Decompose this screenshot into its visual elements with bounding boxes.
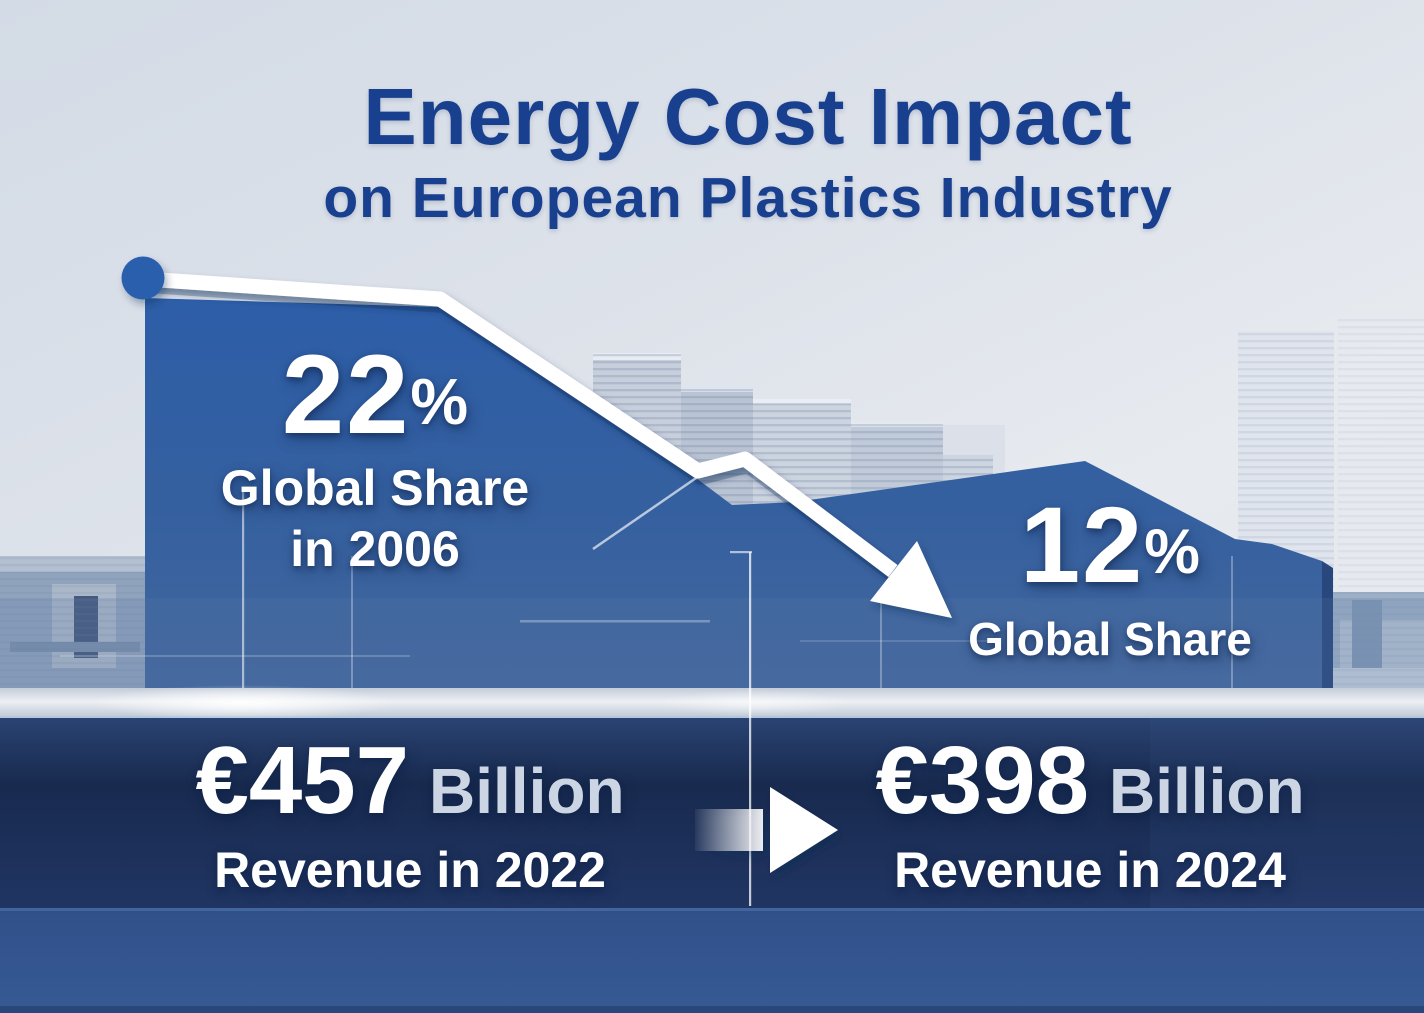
right-low-buildings bbox=[1326, 592, 1424, 688]
trend-start-dot-icon bbox=[121, 256, 165, 300]
declining-trend-arrow-icon bbox=[121, 256, 952, 618]
share-2006-number: 22 bbox=[281, 332, 411, 457]
revenue-2024-caption: Revenue in 2024 bbox=[894, 842, 1286, 898]
share-2006-value: 22% bbox=[200, 339, 550, 451]
page-subtitle: on European Plastics Industry bbox=[323, 166, 1173, 230]
revenue-2024-callout: €398 Billion Revenue in 2024 bbox=[830, 733, 1350, 899]
percent-sign: % bbox=[1144, 517, 1200, 588]
revenue-2024-amount: €398 bbox=[875, 727, 1090, 834]
mid-overlay-band bbox=[0, 598, 1424, 688]
revenue-2022-amount-line: €457 Billion bbox=[150, 733, 670, 829]
share-current-number: 12 bbox=[1020, 484, 1145, 605]
share-2006-label-line1: Global Share bbox=[220, 460, 530, 517]
revenue-2022-caption: Revenue in 2022 bbox=[214, 842, 606, 898]
right-arrow-icon bbox=[695, 787, 838, 873]
share-2006-callout: 22% Global Share in 2006 bbox=[200, 339, 550, 580]
market-share-area bbox=[145, 298, 1333, 688]
light-divider-band bbox=[0, 685, 1424, 721]
revenue-2024-amount-line: €398 Billion bbox=[830, 733, 1350, 829]
revenue-2024-unit: Billion bbox=[1109, 755, 1305, 827]
revenue-2022-amount: €457 bbox=[195, 727, 410, 834]
share-current-value: 12% bbox=[930, 491, 1290, 599]
share-2006-label-line2: in 2006 bbox=[290, 521, 460, 578]
revenue-2022-callout: €457 Billion Revenue in 2022 bbox=[150, 733, 670, 899]
decorative-hairlines bbox=[242, 488, 1233, 906]
share-current-callout: 12% Global Share bbox=[930, 491, 1290, 667]
footer-band bbox=[0, 908, 1424, 1013]
revenue-2022-unit: Billion bbox=[429, 755, 625, 827]
share-2006-label: Global Share in 2006 bbox=[200, 458, 550, 580]
share-current-label: Global Share bbox=[968, 612, 1252, 665]
share-area-side-facet bbox=[1322, 561, 1333, 688]
page-title: Energy Cost Impact bbox=[363, 72, 1133, 161]
percent-sign: % bbox=[410, 364, 469, 438]
header: Energy Cost Impact on European Plastics … bbox=[36, 75, 1424, 230]
left-low-buildings bbox=[0, 556, 148, 690]
section-divider-line bbox=[730, 551, 752, 906]
